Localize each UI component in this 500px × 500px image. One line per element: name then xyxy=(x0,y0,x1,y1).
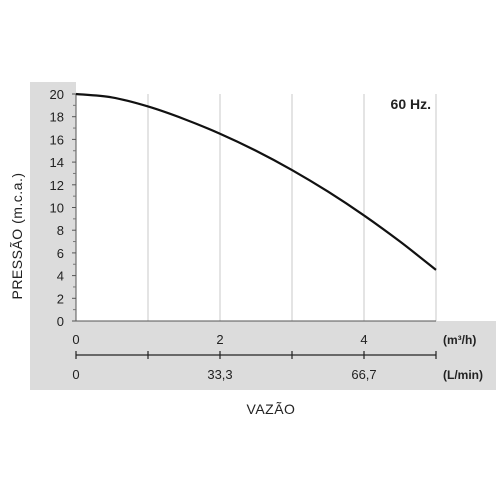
x-unit-label: (m³/h) xyxy=(443,333,476,347)
plot-area xyxy=(76,82,436,321)
y-tick-label: 20 xyxy=(50,87,64,102)
frequency-annotation: 60 Hz. xyxy=(391,96,431,112)
y-tick-label: 4 xyxy=(57,269,64,284)
y-tick-label: 12 xyxy=(50,178,64,193)
series-line xyxy=(75,92,437,271)
series-layer xyxy=(75,92,437,271)
y-tick-label: 16 xyxy=(50,132,64,147)
y-tick-label: 10 xyxy=(50,201,64,216)
y-axis-title: PRESSÃO (m.c.a.) xyxy=(9,172,25,299)
y-tick-label: 14 xyxy=(50,155,64,170)
y-tick-label: 0 xyxy=(57,314,64,329)
x-tick-label: 0 xyxy=(72,332,79,347)
x-axis-title: VAZÃO xyxy=(247,401,296,417)
y-tick-label: 6 xyxy=(57,246,64,261)
y-axis: 0 2 4 6 8 10 12 14 16 18 20 xyxy=(50,87,76,329)
y-axis-band xyxy=(30,82,76,321)
x-unit-label: (L/min) xyxy=(443,368,483,382)
x-tick-label: 0 xyxy=(72,367,79,382)
x-tick-label: 4 xyxy=(360,332,367,347)
x-axes: 0 2 4 (m³/h) 0 33,3 66,7 (L/min) xyxy=(72,332,483,382)
x-tick-label: 33,3 xyxy=(207,367,232,382)
x-tick-label: 2 xyxy=(216,332,223,347)
x-tick-label: 66,7 xyxy=(351,367,376,382)
y-tick-label: 18 xyxy=(50,110,64,125)
y-tick-label: 2 xyxy=(57,291,64,306)
grid xyxy=(75,94,437,322)
y-tick-label: 8 xyxy=(57,223,64,238)
